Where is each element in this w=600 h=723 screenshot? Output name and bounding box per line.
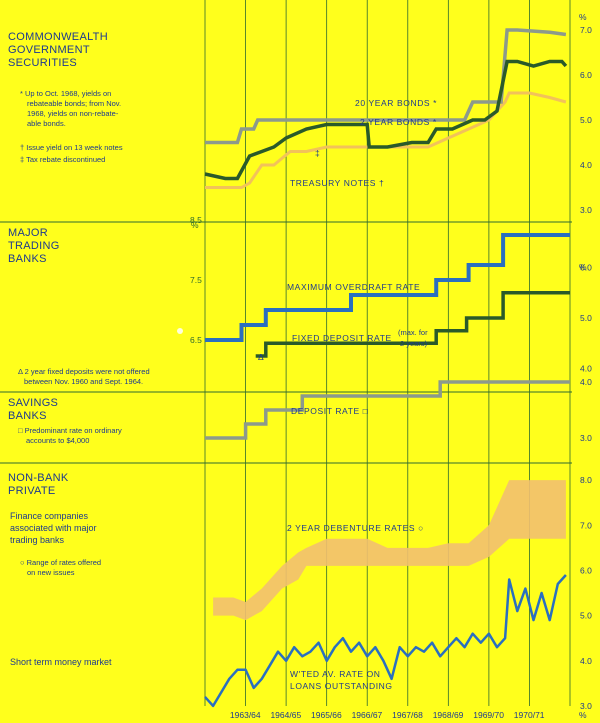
- series-line-money-market: [204, 574, 567, 708]
- y-tick-label: 5.0: [580, 313, 592, 323]
- label-2-year-bonds: 2 YEAR BONDS *: [360, 117, 437, 127]
- y-tick-label: 7.0: [580, 520, 592, 530]
- label-wted-line-1: W'TED AV. RATE ON: [290, 669, 381, 679]
- debenture-range-band: [213, 480, 566, 621]
- y-tick-label: 4.0: [580, 160, 592, 170]
- commonwealth-note-issue: † Issue yield on 13 week notes: [20, 143, 123, 152]
- savings-title-line-2: BANKS: [8, 410, 47, 422]
- nonbank-title-line-1: NON-BANK: [8, 472, 69, 484]
- left-percent-symbol-trading: %: [191, 220, 199, 230]
- series-line-fixed-deposit-rate: [255, 290, 570, 358]
- x-label: 1964/65: [270, 710, 301, 720]
- money-market-label: Short term money market: [10, 657, 112, 667]
- delta-marker: Δ: [258, 352, 264, 362]
- y-tick-label: 5.0: [580, 611, 592, 621]
- section-nonbank-private: NON-BANK PRIVATE Finance companies assoc…: [8, 472, 424, 691]
- small-white-dot: [177, 328, 183, 334]
- commonwealth-note-bonds-4: able bonds.: [27, 119, 66, 128]
- tax-rebate-marker: ‡: [315, 148, 320, 158]
- commonwealth-note-tax: ‡ Tax rebate discontinued: [20, 155, 105, 164]
- right-percent-symbol-bottom: %: [579, 710, 587, 720]
- right-percent-symbol-top: %: [579, 12, 587, 22]
- x-label: 1966/67: [352, 710, 383, 720]
- commonwealth-note-bonds-3: 1968, yields on non-rebate-: [27, 109, 119, 118]
- commonwealth-title-line-3: SECURITIES: [8, 57, 77, 69]
- finance-line-3: trading banks: [10, 535, 65, 545]
- commonwealth-title-line-2: GOVERNMENT: [8, 44, 90, 56]
- section-commonwealth: COMMONWEALTH GOVERNMENT SECURITIES * Up …: [8, 31, 437, 188]
- y-tick-label: 4.0: [580, 364, 592, 374]
- x-axis-labels: 1963/64 1964/65 1965/66 1966/67 1967/68 1968/…: [230, 710, 545, 720]
- series-band-debenture-rates: [213, 480, 566, 621]
- y-tick-label: 6.0: [580, 565, 592, 575]
- label-fixed-deposit-rate: FIXED DEPOSIT RATE: [292, 333, 392, 343]
- y-tick-label: 5.0: [580, 115, 592, 125]
- savings-title-line-1: SAVINGS: [8, 397, 58, 409]
- nonbank-title-line-2: PRIVATE: [8, 485, 56, 497]
- x-label: 1965/66: [311, 710, 342, 720]
- label-deposit-rate: DEPOSIT RATE □: [291, 406, 368, 416]
- x-label: 1967/68: [392, 710, 423, 720]
- trading-title-line-3: BANKS: [8, 253, 47, 265]
- y-tick-label: 6.5: [190, 335, 202, 345]
- y-tick-label: 7.0: [580, 25, 592, 35]
- finance-line-1: Finance companies: [10, 511, 89, 521]
- y-tick-label: 8.5: [190, 215, 202, 225]
- label-treasury-notes: TREASURY NOTES †: [290, 178, 384, 188]
- trading-note-line-1: Δ 2 year fixed deposits were not offered: [18, 367, 150, 376]
- series-line-overdraft-rate: [205, 233, 570, 342]
- y-tick-label: 7.5: [190, 275, 202, 285]
- y-tick-label: 6.0: [580, 70, 592, 80]
- series-line-2-year-bonds: [204, 59, 568, 181]
- series-line-savings-deposit-rate: [205, 380, 570, 440]
- label-maximum-overdraft-rate: MAXIMUM OVERDRAFT RATE: [287, 282, 420, 292]
- label-wted-line-2: LOANS OUTSTANDING: [290, 681, 393, 691]
- savings-note-line-1: □ Predominant rate on ordinary: [18, 426, 122, 435]
- section-savings-banks: SAVINGS BANKS □ Predominant rate on ordi…: [8, 397, 368, 445]
- trading-title-line-2: TRADING: [8, 240, 60, 252]
- y-tick-label: 3.0: [580, 701, 592, 711]
- label-20-year-bonds: 20 YEAR BONDS *: [355, 98, 437, 108]
- savings-note-line-2: accounts to $4,000: [26, 436, 89, 445]
- y-tick-label: 8.0: [580, 475, 592, 485]
- y-tick-label: 6.0: [580, 262, 592, 272]
- trading-title-line-1: MAJOR: [8, 227, 48, 239]
- series-line-20-year-bonds: [205, 28, 567, 145]
- left-axis: % 6.5 7.5 8.5: [190, 215, 202, 345]
- y-tick-label: 4.0: [580, 656, 592, 666]
- commonwealth-title-line-1: COMMONWEALTH: [8, 31, 108, 43]
- label-fixed-note-line-2: 2 years): [400, 339, 428, 348]
- commonwealth-note-bonds-1: * Up to Oct. 1968, yields on: [20, 89, 111, 98]
- label-debenture-rates: 2 YEAR DEBENTURE RATES ○: [287, 523, 424, 533]
- y-tick-label: 3.0: [580, 433, 592, 443]
- y-tick-label: 3.0: [580, 205, 592, 215]
- right-axis: % % % 3.0 4.0 5.0 6.0 7.0 4.0 5.0 6.0 3.0 4.0 3.0 4…: [579, 12, 592, 720]
- series-lines: [204, 28, 570, 708]
- finance-line-2: associated with major: [10, 523, 97, 533]
- label-fixed-note-line-1: (max. for: [398, 328, 428, 337]
- y-tick-label: 4.0: [580, 377, 592, 387]
- x-label: 1963/64: [230, 710, 261, 720]
- x-label: 1968/69: [433, 710, 464, 720]
- range-note-line-1: ○ Range of rates offered: [20, 558, 101, 567]
- x-label: 1969/70: [473, 710, 504, 720]
- x-label: 1970/71: [514, 710, 545, 720]
- trading-note-line-2: between Nov. 1960 and Sept. 1964.: [24, 377, 143, 386]
- commonwealth-note-bonds-2: rebateable bonds; from Nov.: [27, 99, 121, 108]
- right-percent-symbol-trading: %: [579, 262, 587, 272]
- section-trading-banks: MAJOR TRADING BANKS Δ 2 year fixed depos…: [8, 227, 428, 386]
- range-note-line-2: on new issues: [27, 568, 75, 577]
